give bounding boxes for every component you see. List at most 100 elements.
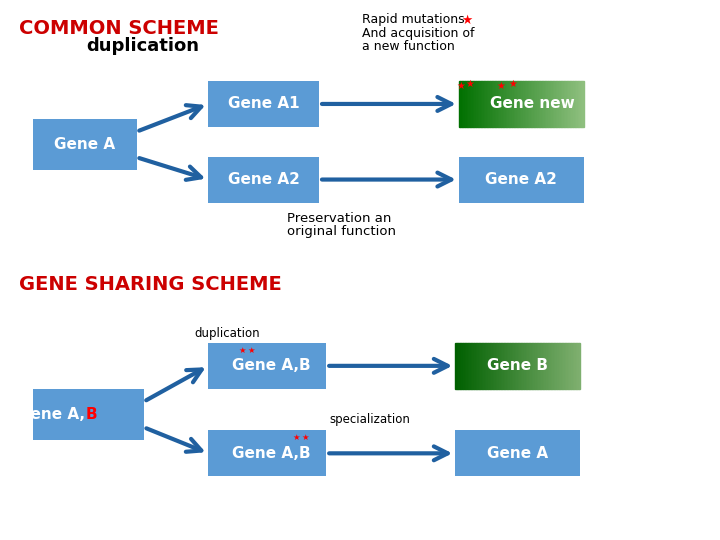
Bar xyxy=(464,343,466,389)
Bar xyxy=(568,343,570,389)
Bar xyxy=(495,81,496,127)
Bar xyxy=(485,81,487,127)
Text: ★: ★ xyxy=(238,346,246,355)
Bar xyxy=(523,81,524,127)
Bar xyxy=(536,81,537,127)
Text: ★: ★ xyxy=(292,433,300,442)
Bar xyxy=(472,343,474,389)
Bar xyxy=(552,343,554,389)
FancyBboxPatch shape xyxy=(208,430,326,476)
Bar xyxy=(472,81,473,127)
Bar xyxy=(524,81,526,127)
Bar xyxy=(553,81,554,127)
Bar xyxy=(546,343,547,389)
Text: duplication: duplication xyxy=(194,327,259,340)
Bar xyxy=(496,81,498,127)
Text: Rapid mutations: Rapid mutations xyxy=(362,14,464,26)
Bar xyxy=(551,343,552,389)
Bar xyxy=(559,343,560,389)
Bar xyxy=(485,343,487,389)
Bar xyxy=(487,81,488,127)
Bar xyxy=(499,343,500,389)
Bar xyxy=(523,343,524,389)
Bar xyxy=(498,343,499,389)
Text: duplication: duplication xyxy=(86,37,199,55)
Bar xyxy=(477,81,479,127)
Text: a new function: a new function xyxy=(362,40,455,53)
Bar xyxy=(524,343,526,389)
Bar xyxy=(480,343,482,389)
Bar xyxy=(572,81,573,127)
Bar xyxy=(572,343,574,389)
FancyBboxPatch shape xyxy=(208,81,319,127)
Bar xyxy=(488,81,490,127)
Bar xyxy=(560,81,562,127)
Bar xyxy=(459,343,460,389)
Bar xyxy=(547,343,549,389)
Bar xyxy=(455,343,456,389)
Bar xyxy=(471,343,472,389)
Bar xyxy=(562,343,563,389)
Text: original function: original function xyxy=(287,225,396,238)
Bar xyxy=(505,343,507,389)
Text: Gene new: Gene new xyxy=(490,97,575,111)
Bar xyxy=(580,81,581,127)
Bar xyxy=(460,343,462,389)
Text: Gene A,: Gene A, xyxy=(18,407,85,422)
Bar xyxy=(527,343,528,389)
FancyBboxPatch shape xyxy=(455,430,580,476)
Bar xyxy=(482,81,484,127)
Bar xyxy=(496,343,498,389)
Bar xyxy=(535,343,536,389)
Bar xyxy=(493,81,495,127)
Bar xyxy=(568,81,570,127)
Text: Gene A1: Gene A1 xyxy=(228,97,300,111)
Bar xyxy=(510,343,511,389)
Bar xyxy=(534,343,535,389)
Bar xyxy=(515,343,516,389)
Bar xyxy=(564,81,565,127)
Bar xyxy=(492,81,493,127)
Bar xyxy=(505,81,508,127)
Bar xyxy=(518,343,519,389)
Bar xyxy=(462,343,463,389)
Bar xyxy=(575,81,576,127)
Bar xyxy=(570,343,571,389)
Bar xyxy=(459,81,460,127)
Bar xyxy=(549,343,551,389)
Bar xyxy=(532,343,534,389)
Bar xyxy=(582,81,584,127)
Bar xyxy=(549,81,551,127)
Bar xyxy=(513,81,515,127)
Bar xyxy=(507,343,508,389)
Bar xyxy=(483,343,485,389)
Text: COMMON SCHEME: COMMON SCHEME xyxy=(19,19,218,38)
FancyBboxPatch shape xyxy=(459,157,584,202)
FancyBboxPatch shape xyxy=(208,343,326,389)
Bar xyxy=(504,81,505,127)
Bar xyxy=(536,343,538,389)
Bar xyxy=(548,81,549,127)
Bar xyxy=(512,81,513,127)
Bar xyxy=(545,81,546,127)
Bar xyxy=(469,343,471,389)
Bar xyxy=(466,343,468,389)
Bar xyxy=(531,81,532,127)
Bar xyxy=(511,343,513,389)
Bar xyxy=(541,343,543,389)
Bar xyxy=(484,81,485,127)
Bar xyxy=(574,343,576,389)
Bar xyxy=(469,81,472,127)
Bar xyxy=(555,343,557,389)
Bar xyxy=(462,81,464,127)
Bar xyxy=(476,81,477,127)
Bar xyxy=(564,343,567,389)
Bar xyxy=(567,81,568,127)
Bar xyxy=(508,81,509,127)
Bar xyxy=(526,343,527,389)
Bar xyxy=(576,81,577,127)
Bar xyxy=(534,81,536,127)
Bar xyxy=(465,81,467,127)
Bar xyxy=(479,343,480,389)
Bar xyxy=(526,81,528,127)
